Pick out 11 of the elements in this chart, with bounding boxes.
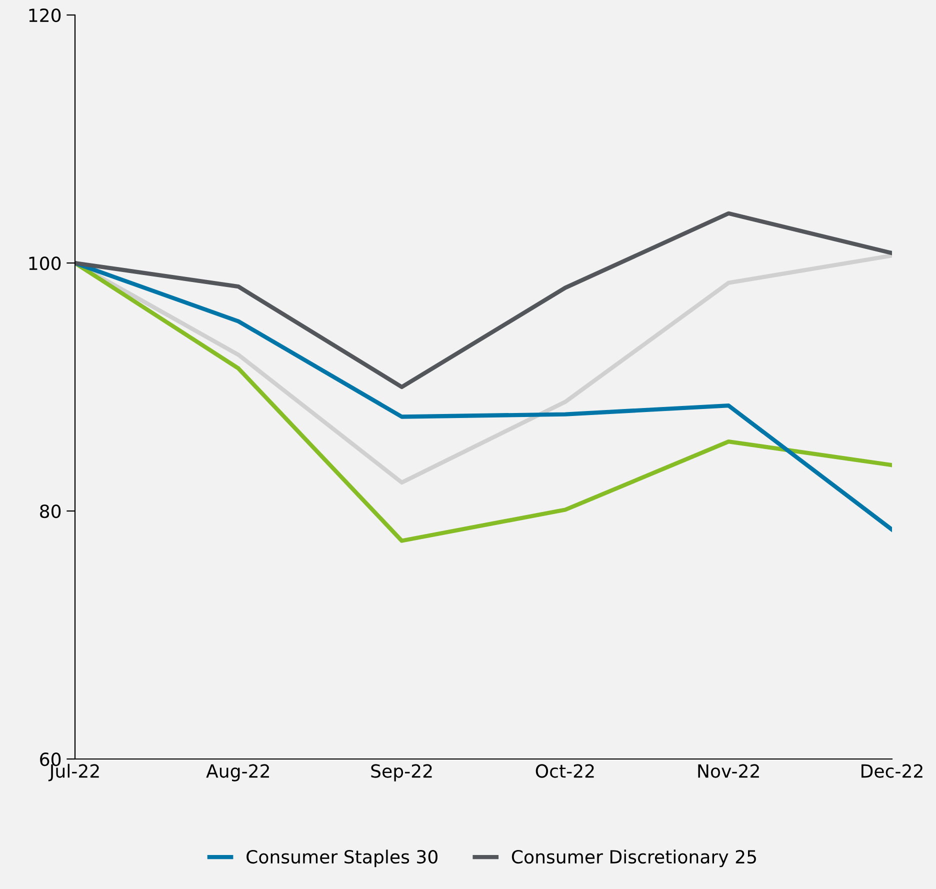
x-tick-label: Nov-22 <box>698 764 759 778</box>
line-series <box>75 211 892 390</box>
x-tick-label: Dec-22 <box>862 764 922 778</box>
y-tick-label: 100 <box>29 256 61 270</box>
legend-label: Consumer Staples 30 <box>246 850 438 868</box>
x-tick-label: Oct-22 <box>536 764 594 778</box>
y-tick-label: 120 <box>29 8 61 22</box>
legend-label: Consumer Discretionary 25 <box>512 850 756 868</box>
y-tick-label: 80 <box>40 504 61 518</box>
x-tick-label: Aug-22 <box>206 764 269 782</box>
x-tick-label: Sep-22 <box>371 764 432 782</box>
